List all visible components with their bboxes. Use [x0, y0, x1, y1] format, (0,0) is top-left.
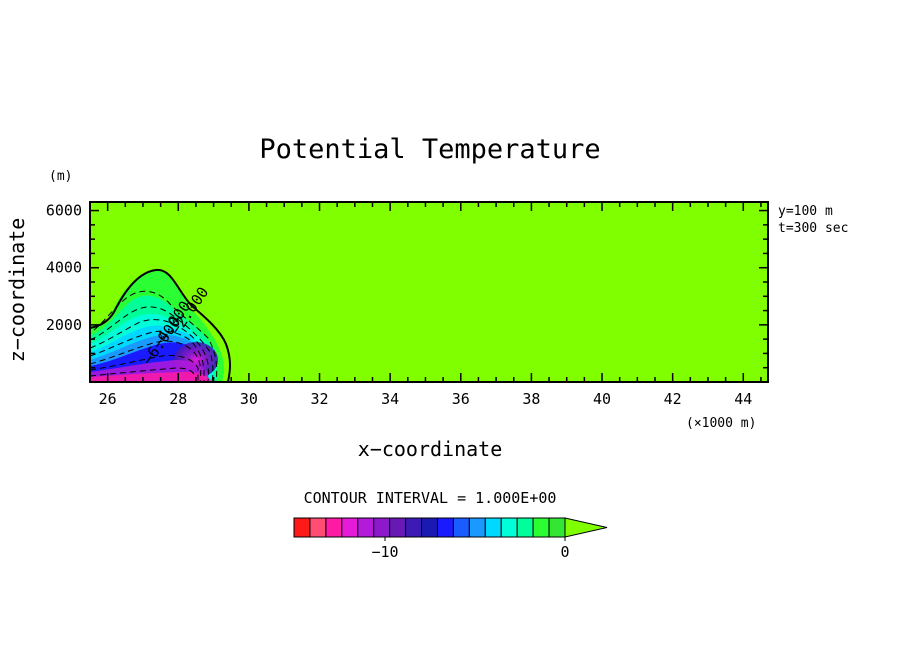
colorbar-swatch — [405, 517, 423, 538]
colorbar-swatch — [500, 517, 518, 538]
cold-pool-field — [90, 269, 224, 382]
y-tick-label: 4000 — [46, 259, 82, 277]
colorbar-swatch — [484, 517, 502, 538]
contour-dashed-1 — [93, 290, 218, 382]
colorbar-swatch — [373, 517, 391, 538]
contour-dashed-2 — [90, 306, 214, 382]
colorbar-swatch — [293, 517, 311, 538]
colorbar-overflow-arrow — [564, 517, 608, 538]
x-tick-label: 38 — [522, 390, 540, 408]
x-tick-label: 36 — [452, 390, 470, 408]
x-tick-label: 32 — [311, 390, 329, 408]
contour-dashed-3 — [90, 319, 209, 382]
colorbar-swatch — [436, 517, 454, 538]
y-axis-ticks: 2000 4000 6000 — [46, 202, 768, 369]
x-tick-label: 44 — [734, 390, 752, 408]
y-axis-title: z−coordinate — [5, 218, 29, 363]
y-axis-unit: (m) — [49, 169, 72, 184]
colorbar-swatch — [468, 517, 486, 538]
x-tick-label: 40 — [593, 390, 611, 408]
x-tick-label: 28 — [169, 390, 187, 408]
colorbar-swatch — [532, 517, 550, 538]
x-axis-title: x−coordinate — [358, 437, 503, 461]
colorbar-swatch — [357, 517, 375, 538]
contour-dashed-5 — [90, 340, 202, 382]
annotation-y-position: y=100 m — [778, 204, 833, 219]
colorbar-tick-label: 0 — [560, 543, 569, 561]
contour-dashed-4 — [90, 330, 205, 382]
annotation-time: t=300 sec — [778, 221, 848, 236]
colorbar-tick-label: −10 — [371, 543, 398, 561]
plot-frame — [89, 201, 769, 383]
colorbar — [293, 517, 608, 541]
contour-solid-outer — [90, 268, 231, 382]
contour-dashed-6 — [90, 355, 199, 382]
contour-dashed-7 — [90, 367, 197, 382]
x-tick-label: 42 — [664, 390, 682, 408]
x-tick-label: 30 — [240, 390, 258, 408]
x-tick-label: 34 — [381, 390, 399, 408]
chart-title: Potential Temperature — [259, 134, 600, 165]
colorbar-swatch — [325, 517, 343, 538]
y-tick-label: 2000 — [46, 316, 82, 334]
contour-interval-label: CONTOUR INTERVAL = 1.000E+00 — [304, 489, 557, 507]
colorbar-swatch — [516, 517, 534, 538]
x-axis-unit: (×1000 m) — [686, 416, 756, 431]
colorbar-swatch — [548, 517, 566, 538]
field-band-7 — [90, 372, 212, 382]
contour-lines — [90, 268, 231, 382]
colorbar-swatch — [341, 517, 359, 538]
x-tick-label: 26 — [99, 390, 117, 408]
colorbar-swatch — [421, 517, 438, 538]
x-axis-ticks: 26 28 30 32 34 36 38 40 42 44 — [89, 202, 762, 408]
colorbar-swatch — [309, 517, 327, 538]
y-tick-label: 6000 — [46, 202, 82, 220]
colorbar-swatch — [452, 517, 470, 538]
colorbar-swatch — [389, 517, 407, 538]
